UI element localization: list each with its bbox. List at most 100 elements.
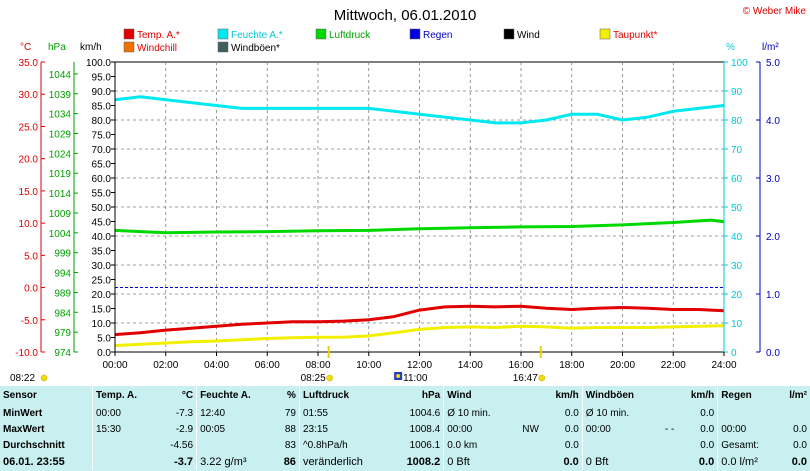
axis-tick-label: 20.0 (92, 290, 112, 301)
axis-tick-label: 40 (731, 232, 743, 243)
axis-tick-label: 4.0 (766, 116, 780, 127)
time-marker-label: 08:25 (301, 373, 326, 384)
x-tick-label: 06:00 (255, 360, 280, 371)
stats-cell: 1008.4 (409, 424, 441, 435)
stats-cell: 3.22 g/m³ (196, 454, 275, 470)
stats-cell: 79 (284, 408, 296, 419)
stats-cell: 00:00 (443, 422, 512, 438)
axis-tick-label: 0 (731, 348, 737, 359)
time-markers: 08:22 08:25 11:00 16:47 (10, 346, 546, 384)
stats-cell: 01:55 (298, 406, 390, 422)
legend-label: Temp. A.* (137, 30, 180, 41)
axis-tick-label: 1009 (49, 209, 72, 220)
stats-cell: 0.0 l/m² (717, 454, 778, 470)
axis-tick-label: 40.0 (92, 232, 112, 243)
legend-swatch (123, 28, 135, 40)
axis-tick-label: 75.0 (92, 131, 112, 142)
sun-dot-icon (396, 374, 401, 378)
axis-tick-label: 0.0 (97, 348, 111, 359)
stats-row-label: MaxWert (3, 424, 45, 435)
stats-cell: 0.0 (564, 408, 579, 419)
series-group (114, 95, 725, 348)
sunrise-icon (40, 374, 48, 382)
axis-tick-label: 10.0 (19, 219, 39, 230)
axis-tick-label: 90.0 (92, 87, 112, 98)
stats-cell: 0.0 (791, 456, 807, 468)
stats-cell: -2.9 (175, 424, 194, 435)
x-tick-label: 12:00 (407, 360, 432, 371)
axis-tick-label: 984 (54, 308, 71, 319)
axis-tick-label: 15.0 (19, 187, 39, 198)
axis-tick-label: 60.0 (92, 174, 112, 185)
x-tick-label: 04:00 (204, 360, 229, 371)
chart-title: Mittwoch, 06.01.2010 (334, 7, 477, 24)
stats-cell: 00:00 (91, 406, 157, 422)
axis-tick-label: 2.0 (766, 232, 780, 243)
time-marker-label: 08:22 (10, 373, 35, 384)
legend-swatch (599, 28, 611, 40)
axis-tick-label: 20 (731, 290, 743, 301)
axis-tick-label: 1014 (49, 189, 72, 200)
axis-tick-label: 1.0 (766, 290, 780, 301)
stats-cell: -3.7 (174, 456, 194, 468)
stats-header-gust-unit: km/h (690, 390, 715, 401)
legend-swatch (217, 28, 229, 40)
legend: Temp. A.* Feuchte A.* Luftdruck Regen Wind Ta… (123, 28, 658, 54)
axis-tick-label: 20.0 (19, 155, 39, 166)
stats-cell (196, 438, 275, 454)
stats-cell: 0 Bft (581, 454, 657, 470)
stats-header-sensor: Sensor (3, 390, 37, 401)
axis-tick-label: 50.0 (92, 203, 112, 214)
stats-cell (581, 438, 657, 454)
stats-cell: NW (522, 424, 539, 435)
stats-cell: 86 (283, 456, 296, 468)
pressure-axis-title: hPa (48, 42, 66, 53)
stats-cell: 0.0 (793, 424, 807, 435)
axis-tick-label: 80 (731, 116, 743, 127)
sun-icon (326, 374, 333, 382)
axis-tick-label: 45.0 (92, 218, 112, 229)
stats-header-wind: Wind (443, 386, 512, 406)
pressure-axis: 1044 1039 1034 1029 1024 1019 1014 1009 1004 999 9… (49, 62, 78, 359)
axis-tick-label: 1039 (49, 90, 72, 101)
axis-tick-label: 15.0 (92, 305, 112, 316)
axis-tick-label: 999 (54, 249, 71, 260)
x-tick-label: 20:00 (610, 360, 635, 371)
wind-axis: 100.0 95.0 90.0 85.0 80.0 75.0 70.0 65.0 60.0 55.… (86, 58, 116, 359)
stats-row-label: 06.01. 23:55 (3, 456, 65, 468)
axis-tick-label: 994 (54, 269, 71, 280)
stats-cell: 0 Bft (443, 454, 512, 470)
axis-tick-label: 1029 (49, 130, 72, 141)
axis-tick-label: 989 (54, 288, 71, 299)
stats-cell: 0.0 (563, 456, 579, 468)
x-tick-label: 08:00 (305, 360, 330, 371)
stats-header-gust: Windböen (581, 386, 657, 406)
series-line (114, 304, 725, 337)
stats-cell: -4.56 (170, 440, 194, 451)
axis-tick-label: 95.0 (92, 73, 112, 84)
x-tick-label: 22:00 (661, 360, 686, 371)
stats-cell: 00:00 (717, 422, 778, 438)
stats-cell: 0.0 (700, 408, 715, 419)
stats-cell: veränderlich (298, 454, 390, 470)
stats-cell: 00:00 (581, 422, 657, 438)
stats-cell: 83 (284, 440, 296, 451)
axis-tick-label: 80.0 (92, 116, 112, 127)
time-marker-label: 11:00 (403, 373, 428, 384)
x-tick-label: 16:00 (508, 360, 533, 371)
grid (114, 61, 725, 353)
temp-axis-title: °C (20, 42, 31, 53)
stats-header-rain: Regen (717, 386, 778, 406)
stats-header-hum: Feuchte A. (196, 386, 275, 406)
stats-cell: Ø 10 min. (581, 406, 657, 422)
axis-tick-label: -5.0 (21, 316, 39, 327)
legend-label: Windchill (137, 43, 177, 54)
x-tick-label: 18:00 (559, 360, 584, 371)
stats-cell: 1004.6 (409, 408, 441, 419)
axis-tick-label: 0.0 (766, 348, 780, 359)
stats-cell (778, 406, 810, 422)
axis-tick-label: 25.0 (92, 276, 112, 287)
stats-cell: 0.0 (700, 424, 715, 435)
stats-row-label: MinWert (3, 408, 43, 419)
